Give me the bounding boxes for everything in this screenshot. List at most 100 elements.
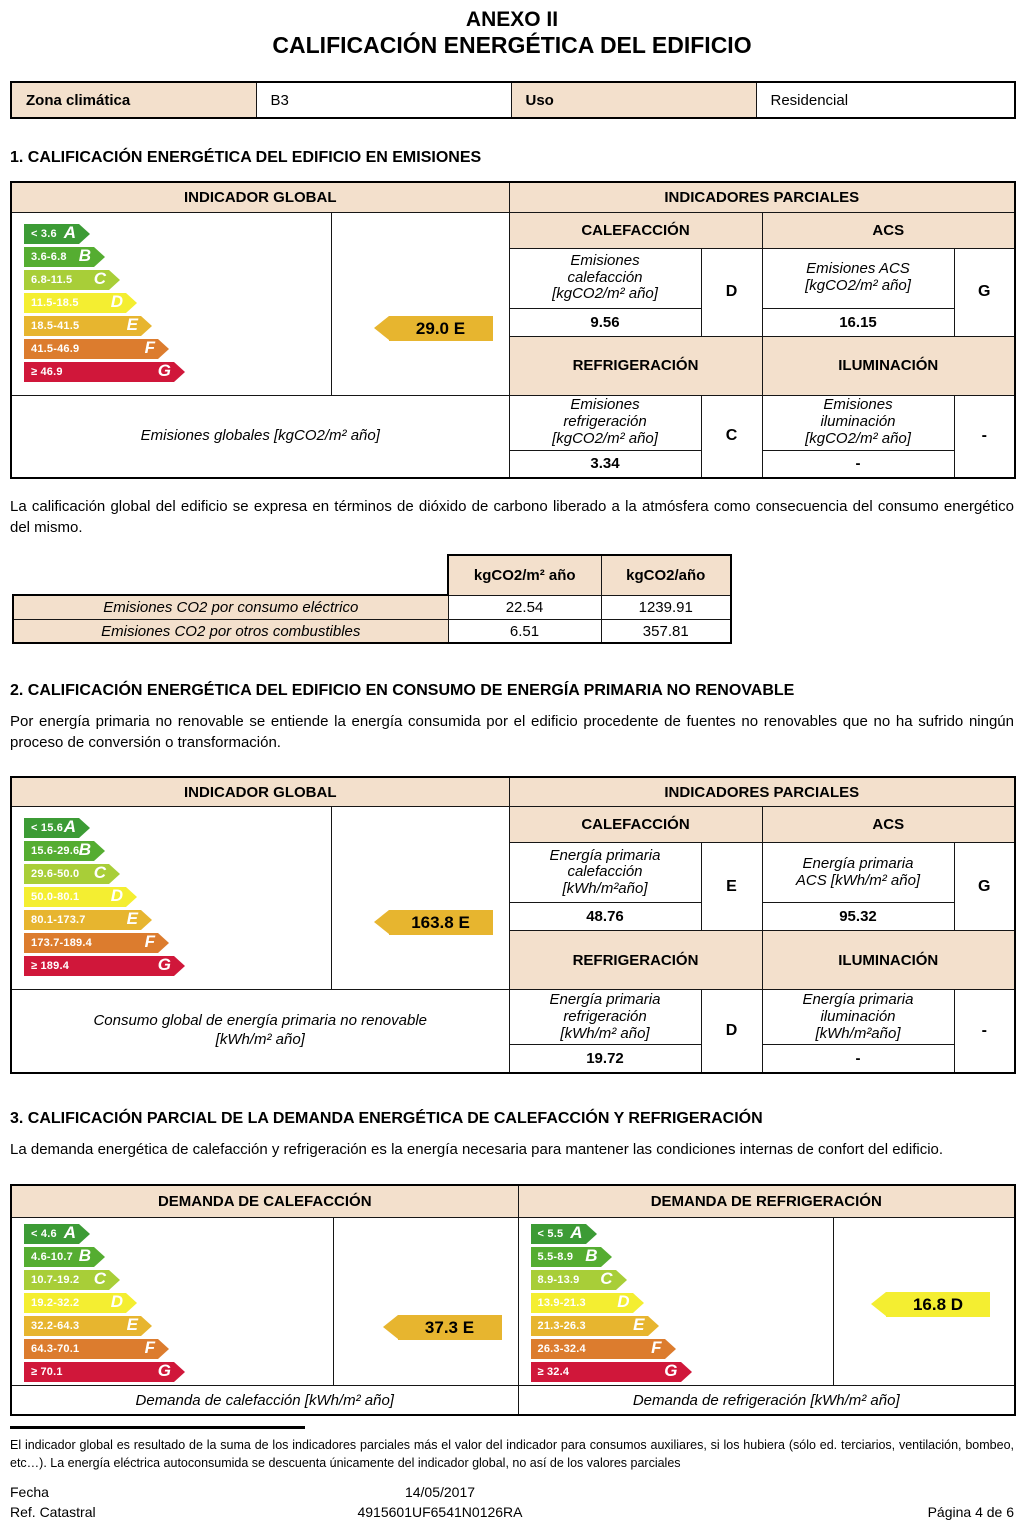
calefaccion-header: CALEFACCIÓN <box>508 806 763 844</box>
emissions-table: INDICADOR GLOBAL INDICADORES PARCIALES <… <box>10 181 1016 479</box>
band-letter: C <box>93 863 106 883</box>
band-letter: E <box>126 1314 138 1334</box>
band-range: 10.7-19.2 <box>31 1273 80 1286</box>
band-range: 41.5-46.9 <box>31 342 80 355</box>
ep-refrigeracion-letter: D <box>700 989 763 1074</box>
acs-header: ACS <box>761 806 1016 844</box>
band-letter: G <box>157 955 171 975</box>
co2-col1-header: kgCO2/m² año <box>447 554 602 596</box>
band-letter: B <box>78 1245 91 1265</box>
band-letter: D <box>110 1291 123 1311</box>
ep-acs-letter: G <box>953 842 1016 932</box>
band-range: ≥ 32.4 <box>537 1365 570 1378</box>
cooling-demand-rating-cell: 16.8 D <box>832 1216 1016 1386</box>
band-letter: F <box>144 932 155 952</box>
co2-col2-header: kgCO2/año <box>600 554 732 596</box>
emisiones-refrigeracion-value: 3.34 <box>508 449 702 479</box>
band-letter: C <box>93 1268 106 1288</box>
scale-band-f: 173.7-189.4 F <box>24 932 169 954</box>
ep-calefaccion-letter: E <box>700 842 763 932</box>
global-indicator-header: INDICADOR GLOBAL <box>10 776 510 808</box>
band-range: 6.8-11.5 <box>31 273 73 286</box>
band-letter: F <box>651 1337 662 1357</box>
scale-band-a: < 5.5 A <box>530 1222 597 1244</box>
band-letter: A <box>63 1222 76 1242</box>
emisiones-acs-value: 16.15 <box>761 307 955 337</box>
band-range: 8.9-13.9 <box>537 1273 580 1286</box>
scale-band-g: ≥ 46.9 G <box>24 360 185 382</box>
emisiones-refrigeracion-label: Emisiones refrigeración [kgCO2/m² año] <box>508 394 702 451</box>
section2-title: 2. CALIFICACIÓN ENERGÉTICA DEL EDIFICIO … <box>10 682 795 700</box>
refrigeracion-header: REFRIGERACIÓN <box>508 930 763 991</box>
band-letter: G <box>157 1360 171 1380</box>
band-range: < 15.6 <box>31 822 64 835</box>
ep-refrigeracion-value: 19.72 <box>508 1044 702 1074</box>
band-letter: A <box>63 222 76 242</box>
demand-table: DEMANDA DE CALEFACCIÓN DEMANDA DE REFRIG… <box>10 1184 1016 1417</box>
footnote-divider <box>10 1426 305 1430</box>
band-letter: G <box>157 360 171 380</box>
fecha-value: 14/05/2017 <box>404 1484 476 1501</box>
demanda-calefaccion-header: DEMANDA DE CALEFACCIÓN <box>10 1184 519 1218</box>
emisiones-iluminacion-value: - <box>761 449 955 479</box>
band-range: 3.6-6.8 <box>31 250 67 263</box>
ep-iluminacion-label: Energía primaria iluminación [kWh/m²año] <box>761 989 955 1046</box>
emisiones-acs-label: Emisiones ACS [kgCO2/m² año] <box>761 247 955 309</box>
band-letter: A <box>63 817 76 837</box>
band-letter: C <box>600 1268 613 1288</box>
footer-spacer <box>710 1484 1014 1501</box>
band-range: 11.5-18.5 <box>31 296 79 309</box>
band-range: 4.6-10.7 <box>31 1250 73 1263</box>
band-range: 5.5-8.9 <box>537 1250 574 1263</box>
iluminacion-header: ILUMINACIÓN <box>761 930 1016 991</box>
ep-iluminacion-letter: - <box>953 989 1016 1074</box>
band-range: 32.2-64.3 <box>31 1319 80 1332</box>
scale-band-c: 8.9-13.9 C <box>530 1268 627 1290</box>
band-range: < 3.6 <box>31 227 57 240</box>
band-letter: A <box>570 1222 583 1242</box>
scale-band-g: ≥ 32.4 G <box>530 1361 692 1382</box>
footnote-text: El indicador global es resultado de la s… <box>10 1438 1014 1470</box>
fecha-label: Fecha <box>10 1484 49 1501</box>
scale-band-e: 32.2-64.3 E <box>24 1314 152 1336</box>
demanda-refrigeracion-header: DEMANDA DE REFRIGERACIÓN <box>517 1184 1016 1218</box>
scale-band-a: < 15.6 A <box>24 817 90 839</box>
consumo-global-label: Consumo global de energía primaria no re… <box>10 989 510 1074</box>
heating-demand-scale: < 4.6 A 4.6-10.7 B 10.7-19.2 C 19.2-32.2 D 3… <box>10 1216 334 1386</box>
global-indicator-header: INDICADOR GLOBAL <box>10 181 510 213</box>
ep-acs-label: Energía primaria ACS [kWh/m² año] <box>761 842 955 904</box>
co2-table-empty-corner <box>13 555 448 596</box>
emisiones-acs-letter: G <box>953 247 1016 337</box>
scale-band-a: < 3.6 A <box>24 222 90 244</box>
heating-demand-rating-cell: 37.3 E <box>332 1216 519 1386</box>
scale-band-e: 80.1-173.7 E <box>24 909 152 931</box>
band-range: 19.2-32.2 <box>31 1296 80 1309</box>
band-range: 29.6-50.0 <box>31 868 80 881</box>
scale-band-b: 3.6-6.8 B <box>24 246 105 267</box>
band-range: 15.6-29.6 <box>31 845 80 858</box>
section3-intro: La demanda energética de calefacción y r… <box>10 1140 944 1158</box>
band-range: ≥ 46.9 <box>31 365 63 378</box>
info-table: Zona climática B3 Uso Residencial <box>10 81 1016 119</box>
emisiones-iluminacion-label: Emisiones iluminación [kgCO2/m² año] <box>761 394 955 451</box>
partial-indicators-header: INDICADORES PARCIALES <box>508 181 1016 213</box>
band-letter: E <box>126 909 138 929</box>
emisiones-iluminacion-letter: - <box>953 394 1016 479</box>
scale-band-f: 64.3-70.1 F <box>24 1338 169 1359</box>
scale-band-b: 15.6-29.6 B <box>24 840 105 862</box>
emisiones-refrigeracion-letter: C <box>700 394 763 479</box>
band-range: 13.9-21.3 <box>537 1296 586 1309</box>
ep-acs-value: 95.32 <box>761 902 955 932</box>
scale-band-c: 29.6-50.0 C <box>24 863 120 885</box>
band-range: 18.5-41.5 <box>31 319 80 332</box>
emissions-rating-arrow: 29.0 E <box>373 315 493 341</box>
band-letter: B <box>78 840 91 860</box>
refrigeracion-header: REFRIGERACIÓN <box>508 335 763 396</box>
section2-intro: Por energía primaria no renovable se ent… <box>10 713 1014 752</box>
scale-band-b: 4.6-10.7 B <box>24 1245 105 1267</box>
iluminacion-header: ILUMINACIÓN <box>761 335 1016 396</box>
band-letter: B <box>585 1245 598 1265</box>
emissions-energy-scale: < 3.6 A 3.6-6.8 B 6.8-11.5 C 11.5-18.5 D 18.… <box>10 211 332 396</box>
footer-row-ref: Ref. Catastral 4915601UF6541N0126RA Pági… <box>10 1504 1014 1521</box>
